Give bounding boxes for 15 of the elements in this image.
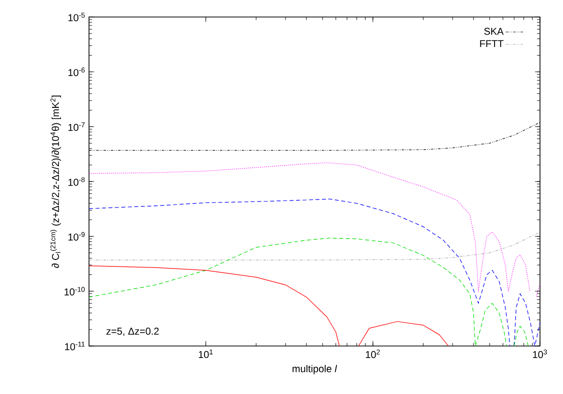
x-tick-label: 10$^{1}$ [198, 350, 213, 358]
annotation: z=5, Δz=0.2 [106, 328, 159, 336]
y-tick-label: 10$^{-8}$ [68, 177, 85, 186]
y-tick-label: 10$^{-9}$ [68, 232, 85, 241]
y-tick-label: 10$^{-5}$ [68, 12, 85, 22]
y-tick-label: 10$^{-6}$ [68, 68, 85, 76]
x-tick-label: 10$^{3}$ [533, 350, 547, 358]
x-axis-title: multipole l [292, 364, 338, 374]
y-tick-label: 10$^{-7}$ [68, 122, 85, 131]
y-tick-label: 10$^{-11}$ [65, 342, 85, 350]
y-axis-title: ∂ C$_{l}$$^{(21cm)}$ (z+Δz/2,z-Δz/2)/∂(10$^{4}$θ) [mK$^{2}$] [50, 96, 61, 268]
legend-label: SKA [484, 28, 504, 35]
y-tick-label: 10$^{-10}$ [64, 286, 85, 296]
x-tick-label: 10$^{2}$ [366, 350, 380, 358]
legend-label: FFTT [480, 40, 504, 48]
